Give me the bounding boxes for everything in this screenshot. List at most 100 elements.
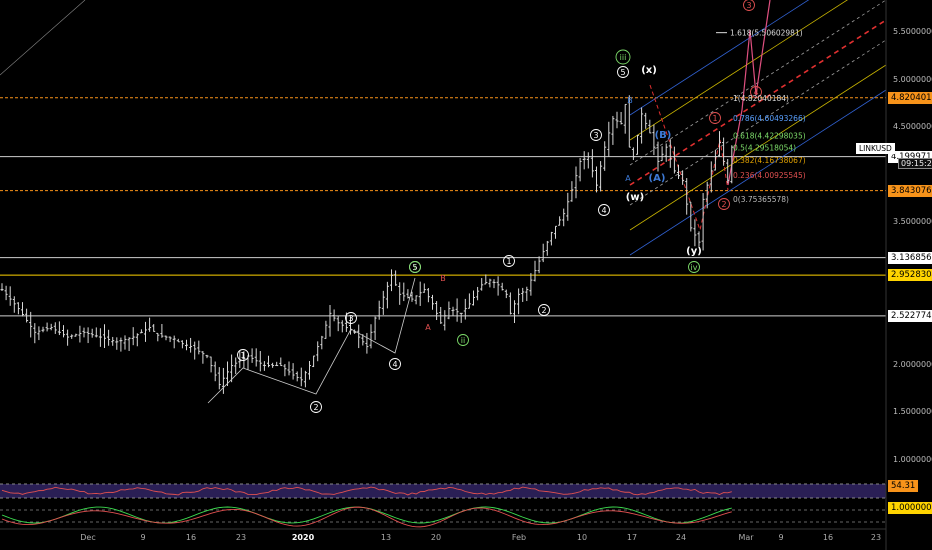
wave-label: 3 (348, 314, 353, 323)
x-tick-label: Feb (511, 533, 527, 542)
wave-circle (598, 204, 610, 216)
channel-line-3 (629, 19, 887, 186)
level-lines (0, 97, 886, 317)
wave-label: (y) (686, 246, 702, 257)
wave-label: (x) (641, 65, 657, 76)
wave-circle (615, 49, 631, 65)
wave-label: A (625, 174, 631, 183)
wave-label: B (440, 274, 446, 283)
symbol-tag: LINKUSD (856, 143, 895, 154)
wave-label: iv (691, 263, 698, 272)
wave-circle (457, 334, 469, 346)
wave-label: 1 (506, 257, 511, 266)
stoch-d-line (1, 506, 732, 528)
bar-countdown: 09:15:21 (898, 158, 932, 169)
wave-label: 5 (412, 263, 417, 272)
fib-label: 0.5(4.29518054) (733, 144, 796, 153)
fib-labels: 1.618(5.50602981) 1(4.82040184) 0.786(4.60… (716, 29, 806, 204)
channel-line-1 (629, 0, 848, 141)
wave-label: i (414, 263, 416, 272)
rsi-line (1, 486, 732, 496)
wave-label: 1 (240, 351, 245, 360)
wave-circle (709, 112, 721, 124)
x-tick-label: 23 (870, 533, 882, 542)
x-tick-label: 2020 (291, 533, 315, 542)
wave-label: ii (461, 336, 465, 345)
wave-circle (237, 349, 249, 361)
wave-label: (A) (649, 173, 666, 184)
candlesticks (0, 95, 734, 404)
price-tag: 2.52277438 (888, 309, 932, 322)
y-tick-label: 3.50000000 (893, 217, 932, 227)
wave-label: 4 (392, 360, 397, 369)
wave-circle (345, 312, 357, 324)
wave-label: B (627, 96, 633, 105)
y-tick-label: 1.50000000 (893, 407, 932, 417)
oscillator-panel (0, 0, 887, 550)
wave-label: 4 (753, 88, 758, 97)
x-tick-label: 16 (822, 533, 834, 542)
wave-label: 3 (593, 131, 598, 140)
wave-label: 1 (712, 114, 717, 123)
price-tag: 3.84307601 (888, 184, 932, 197)
x-tick-label: Mar (738, 533, 754, 542)
wave-circle (590, 129, 602, 141)
wave-circle (409, 261, 421, 273)
channel-lines (629, 0, 887, 256)
fib-label: 0.236(4.00925545) (733, 171, 806, 180)
x-tick-label: 9 (778, 533, 784, 542)
fib-label: 1.618(5.50602981) (730, 29, 803, 38)
price-tag: 3.13685683 (888, 251, 932, 264)
correction-path (649, 84, 729, 232)
projection-path (727, 0, 771, 186)
rsi-band (0, 484, 886, 498)
price-tag: 2.95283040 (888, 269, 932, 282)
wave-label: 3 (746, 1, 751, 10)
y-tick-label: 2.00000000 (893, 359, 932, 369)
wave-label: 5 (620, 68, 625, 77)
fib-label: 0.786(4.60493266) (733, 114, 806, 123)
wave-circle (617, 66, 629, 78)
channel-line-4 (629, 39, 887, 206)
wave-circle (503, 255, 515, 267)
channel-line-6 (629, 89, 887, 256)
trend-line (0, 0, 86, 76)
wave-circle (538, 304, 550, 316)
wave-circle (389, 358, 401, 370)
wave-circle (718, 198, 730, 210)
y-tick-label: 4.50000000 (893, 122, 932, 132)
channel-line-5 (629, 64, 887, 231)
stoch-value-tag: 1.00000000 (888, 502, 932, 514)
x-tick-label: Dec (80, 533, 96, 542)
wave-label: 2 (721, 200, 726, 209)
x-tick-label: 16 (185, 533, 197, 542)
fib-label: 0.382(4.16738067) (733, 156, 806, 165)
price-tag: 4.82040184 (888, 91, 932, 104)
x-tick-label: 20 (430, 533, 442, 542)
wave-circle (688, 261, 700, 273)
wave-circle (750, 86, 762, 98)
wave-connector (207, 277, 416, 404)
wave-annotations: 12345iBAii12345iiiBA(w)(x)(B)(A)(y)iv123… (237, 0, 762, 413)
wave-label: iii (620, 53, 627, 62)
fib-label: 1(4.82040184) (733, 94, 789, 103)
wave-label: (w) (626, 192, 644, 203)
fib-label: 0.618(4.42298035) (733, 131, 806, 140)
y-tick-label: 5.50000000 (893, 27, 932, 37)
y-tick-label: 5.00000000 (893, 74, 932, 84)
x-tick-label: 9 (140, 533, 146, 542)
wave-label: 2 (313, 403, 318, 412)
channel-line-0 (629, 0, 810, 116)
x-tick-label: 10 (576, 533, 588, 542)
x-tick-label: 13 (380, 533, 392, 542)
x-tick-label: 23 (235, 533, 247, 542)
y-tick-label: 1.00000000 (893, 454, 932, 464)
x-tick-label: 24 (675, 533, 687, 542)
wave-label: A (425, 323, 431, 332)
wave-label: 2 (541, 306, 546, 315)
rsi-value-tag: 54.31 (888, 480, 919, 492)
fib-label: 0(3.75365578) (733, 195, 789, 204)
wave-label: (B) (655, 130, 672, 141)
wave-circle (310, 401, 322, 413)
